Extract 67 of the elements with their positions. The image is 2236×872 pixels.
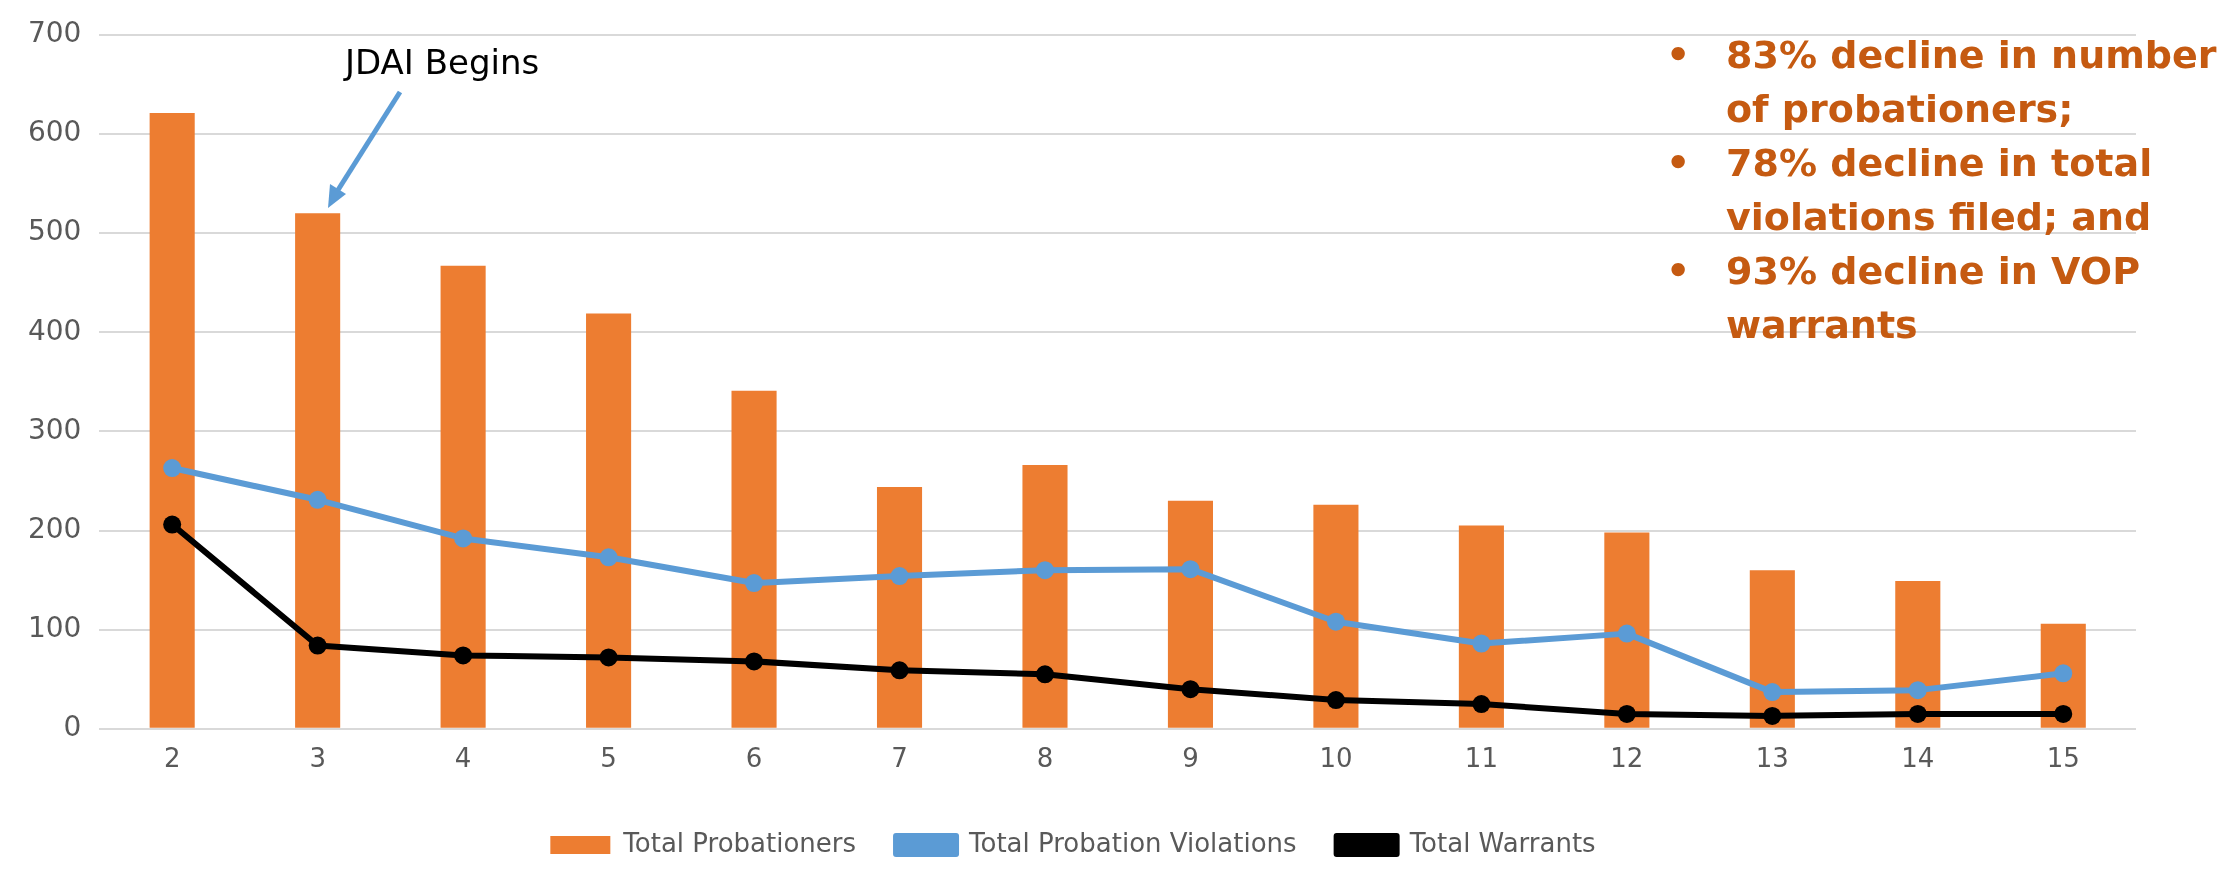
point <box>890 661 909 680</box>
point <box>2054 664 2073 683</box>
bar <box>586 313 632 728</box>
x-tick-label: 14 <box>1901 743 1935 774</box>
bar <box>1458 525 1504 728</box>
point <box>163 515 182 534</box>
point <box>1326 691 1345 710</box>
y-tick-label: 200 <box>27 511 82 545</box>
point <box>745 574 764 593</box>
x-tick-label: 4 <box>454 743 472 774</box>
point <box>1035 561 1054 580</box>
y-tick-label: 0 <box>63 710 82 744</box>
point <box>890 567 909 586</box>
legend-label: Total Probation Violations <box>968 827 1297 858</box>
bar <box>1313 504 1359 728</box>
point <box>1326 612 1345 631</box>
bar <box>731 390 777 728</box>
x-tick-label: 2 <box>163 743 181 774</box>
y-tick-label: 700 <box>27 16 82 50</box>
x-tick-label: 5 <box>600 743 617 774</box>
legend-label: Total Probationers <box>622 827 857 858</box>
point <box>1035 665 1054 684</box>
point <box>1908 681 1927 700</box>
bar <box>876 486 923 728</box>
annotation: • 78% decline in total violations filed; and <box>1666 140 2154 241</box>
x-tick-label: 15 <box>2046 743 2080 774</box>
point <box>454 646 473 665</box>
point <box>1472 634 1491 653</box>
bar <box>295 213 341 728</box>
x-tick-label: 9 <box>1182 743 1199 774</box>
point <box>1181 560 1200 579</box>
point <box>1908 704 1927 723</box>
legend-label: Total Warrants <box>1408 827 1596 858</box>
x-tick-label: 13 <box>1755 743 1789 774</box>
x-tick-label: 8 <box>1036 743 1054 774</box>
y-tick-label: 100 <box>27 610 82 644</box>
y-tick-label: 500 <box>27 214 82 248</box>
y-tick-label: 400 <box>27 313 82 347</box>
y-tick-label: 600 <box>27 115 82 149</box>
point <box>1763 683 1782 702</box>
annotation: • 93% decline in VOP warrants <box>1666 248 2141 349</box>
annotation: • 83% decline in number of probationers; <box>1666 32 2218 133</box>
bar <box>1022 465 1068 728</box>
point <box>1763 706 1782 725</box>
y-tick-label: 300 <box>27 412 82 446</box>
x-tick-label: 11 <box>1464 743 1498 774</box>
point <box>454 529 473 548</box>
x-tick-label: 10 <box>1319 743 1353 774</box>
x-tick-label: 7 <box>891 743 908 774</box>
point <box>1181 680 1200 699</box>
bar <box>440 265 486 728</box>
point <box>745 652 764 671</box>
point <box>163 459 182 478</box>
point <box>2054 704 2073 723</box>
point <box>599 648 618 667</box>
point <box>308 490 327 509</box>
bar <box>1167 500 1213 728</box>
x-tick-label: 3 <box>309 743 326 774</box>
point <box>1472 695 1491 714</box>
point <box>1617 624 1636 643</box>
point <box>599 548 618 567</box>
point <box>1617 704 1636 723</box>
bar <box>149 113 195 728</box>
x-tick-label: 12 <box>1610 743 1644 774</box>
point <box>308 636 327 655</box>
x-tick-label: 6 <box>745 743 763 774</box>
annotation: JDAI Begins <box>345 42 540 82</box>
